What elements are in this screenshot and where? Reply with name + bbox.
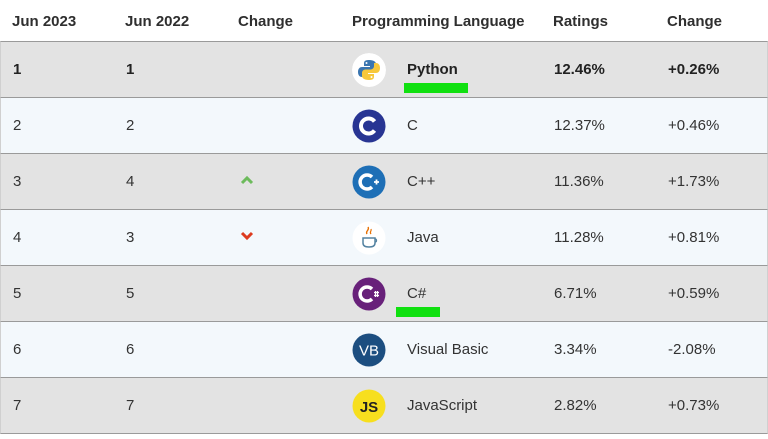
rank-2023: 2: [13, 117, 22, 134]
rating-change: +0.26%: [668, 61, 720, 78]
table-row: 7 7 JS JavaScript 2.82% +0.73%: [0, 377, 768, 434]
rating: 11.28%: [554, 229, 604, 246]
rating-change: +0.46%: [668, 117, 720, 134]
vb-icon-text: VB: [359, 343, 379, 360]
header-ratings[interactable]: Ratings: [553, 13, 609, 30]
java-icon: [352, 221, 386, 255]
rating: 12.37%: [554, 117, 605, 134]
rating-change: -2.08%: [668, 341, 716, 358]
table-header: Jun 2023 Jun 2022 Change Programming Lan…: [0, 0, 768, 42]
rating: 3.34%: [554, 341, 597, 358]
language-name[interactable]: C++: [407, 173, 436, 190]
header-change[interactable]: Change: [238, 13, 294, 30]
language-name[interactable]: C: [407, 117, 418, 134]
header-jun-2023[interactable]: Jun 2023: [12, 13, 77, 30]
rating-change: +0.59%: [668, 285, 720, 302]
language-name[interactable]: C#: [407, 285, 427, 302]
rank-2023: 1: [13, 61, 22, 78]
rating: 6.71%: [554, 285, 597, 302]
table-row: 3 4 C++ 11.36% +1.73%: [0, 153, 768, 209]
table-row: 4 3 Java 11.28% +0.81%: [0, 209, 768, 265]
rank-2023: 5: [13, 285, 22, 302]
python-icon: [352, 53, 386, 87]
header-programming-language[interactable]: Programming Language: [352, 13, 525, 30]
cpp-icon: [352, 165, 386, 199]
header-ratings-change[interactable]: Change: [667, 13, 723, 30]
table-row: 2 2 C 12.37% +0.46%: [0, 97, 768, 153]
js-icon-text: JS: [360, 399, 378, 416]
table-row: 1 1 Python 12.46% +0.26%: [0, 41, 768, 97]
rank-2023: 6: [13, 341, 22, 358]
language-name[interactable]: Java: [407, 229, 439, 246]
header-jun-2022[interactable]: Jun 2022: [125, 13, 190, 30]
rating-change: +0.81%: [668, 229, 720, 246]
table-row: 5 5 C# 6.71% +0.59%: [0, 265, 768, 321]
c-icon: [352, 109, 386, 143]
rank-2023: 4: [13, 229, 22, 246]
rating: 12.46%: [554, 61, 605, 78]
highlight-marker: [396, 307, 440, 317]
rank-2022: 3: [126, 229, 135, 246]
rank-2023: 7: [13, 397, 22, 414]
table-row: 6 6 VB Visual Basic 3.34% -2.08%: [0, 321, 768, 377]
rating: 2.82%: [554, 397, 597, 414]
rating-change: +1.73%: [668, 173, 720, 190]
rank-2022: 7: [126, 397, 135, 414]
rank-2022: 1: [126, 61, 135, 78]
language-name[interactable]: Python: [407, 61, 458, 78]
rank-2023: 3: [13, 173, 22, 190]
csharp-icon: [352, 277, 386, 311]
rating-change: +0.73%: [668, 397, 720, 414]
language-name[interactable]: Visual Basic: [407, 341, 489, 358]
javascript-icon: JS: [352, 389, 386, 423]
highlight-marker: [404, 83, 468, 93]
language-name[interactable]: JavaScript: [407, 397, 478, 414]
trend-up-icon: [240, 175, 254, 185]
rank-2022: 6: [126, 341, 135, 358]
rank-2022: 2: [126, 117, 135, 134]
vb-icon: VB: [352, 333, 386, 367]
rank-2022: 5: [126, 285, 135, 302]
rank-2022: 4: [126, 173, 135, 190]
trend-down-icon: [240, 231, 254, 241]
rating: 11.36%: [554, 173, 604, 190]
